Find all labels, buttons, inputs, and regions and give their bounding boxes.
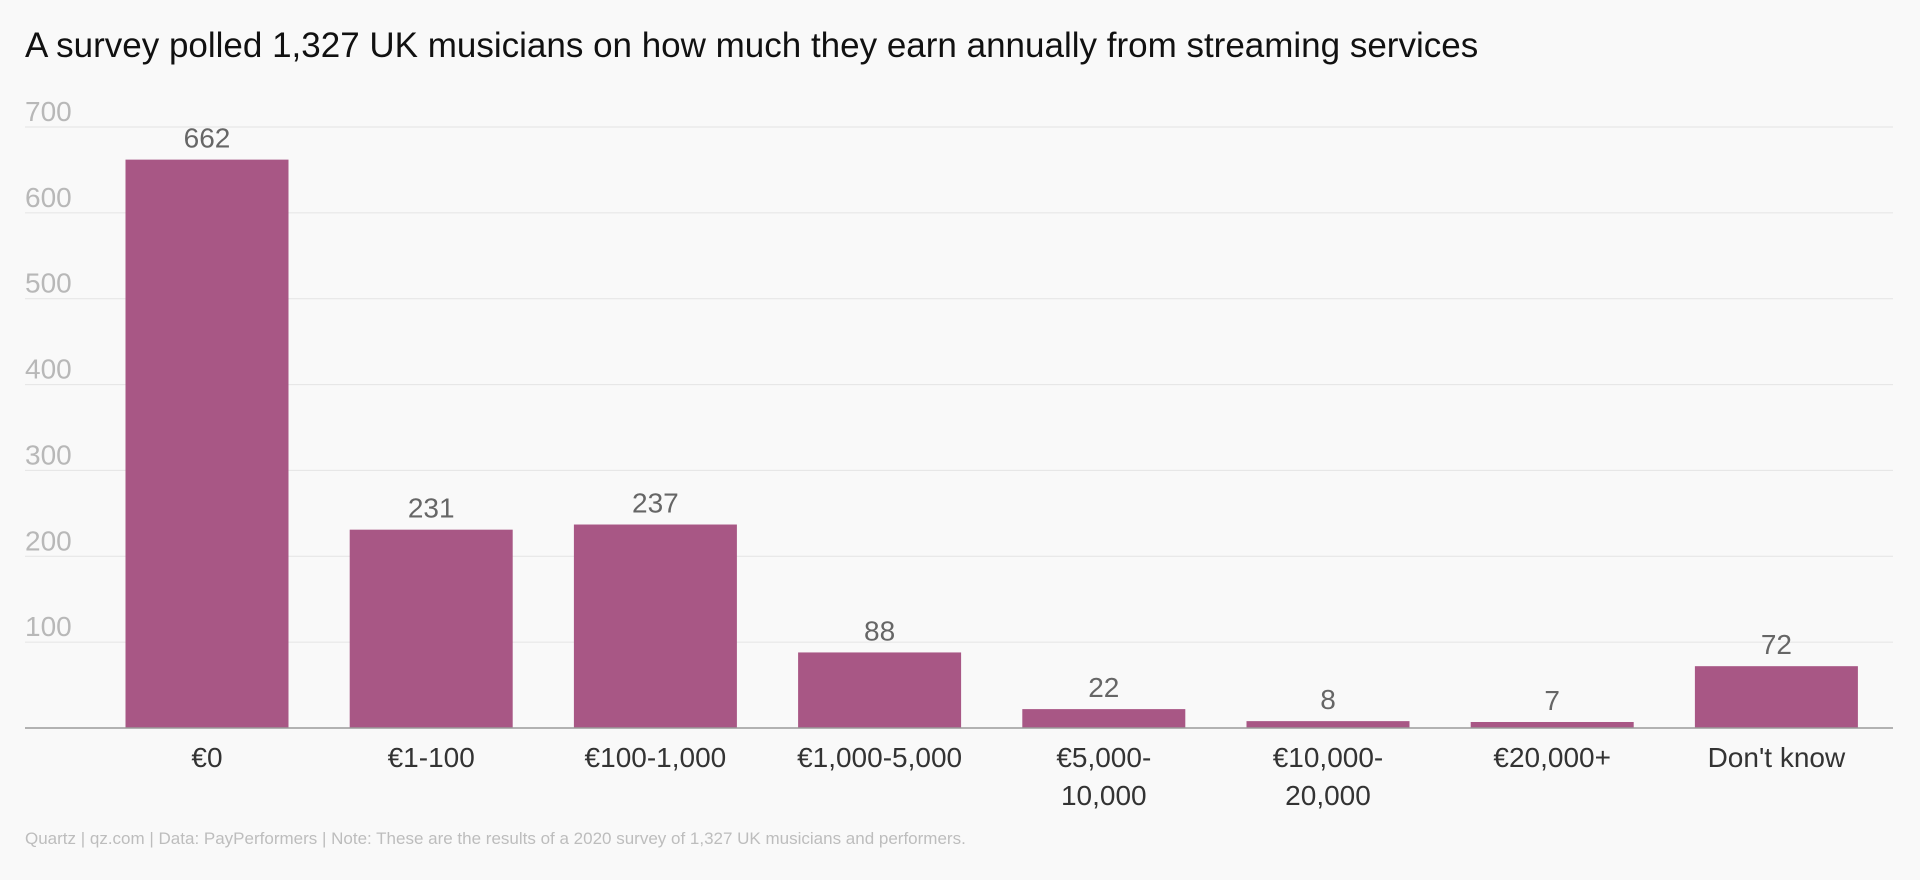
y-tick-label: 400: [25, 354, 72, 385]
x-tick-label: Don't know: [1708, 742, 1846, 773]
x-tick-label: €10,000-20,000: [1273, 742, 1384, 811]
data-label: 8: [1320, 684, 1336, 715]
bar: [798, 652, 962, 728]
x-tick-label: €0: [191, 742, 222, 773]
bar: [1022, 709, 1186, 728]
x-tick-label: €5,000-10,000: [1056, 742, 1151, 811]
bar: [1246, 721, 1410, 728]
y-tick-label: 300: [25, 439, 72, 470]
x-tick-label: €1,000-5,000: [797, 742, 962, 773]
bar: [125, 159, 289, 728]
data-label: 662: [184, 123, 231, 154]
bar: [1470, 721, 1634, 728]
x-tick-label: €1-100: [388, 742, 475, 773]
data-label: 22: [1088, 672, 1119, 703]
data-label: 237: [632, 488, 679, 519]
y-tick-label: 500: [25, 268, 72, 299]
x-tick-label: €100-1,000: [585, 742, 727, 773]
chart-title: A survey polled 1,327 UK musicians on ho…: [25, 26, 1479, 65]
data-label: 88: [864, 615, 895, 646]
data-label: 7: [1544, 685, 1560, 716]
chart-footer: Quartz | qz.com | Data: PayPerformers | …: [25, 829, 966, 848]
data-label: 72: [1761, 629, 1792, 660]
bar: [1694, 666, 1858, 728]
bar: [573, 524, 737, 728]
y-tick-label: 600: [25, 182, 72, 213]
y-tick-label: 200: [25, 525, 72, 556]
data-label: 231: [408, 493, 455, 524]
bar: [349, 529, 513, 728]
x-tick-label: €20,000+: [1493, 742, 1611, 773]
y-tick-label: 100: [25, 611, 72, 642]
y-tick-label: 700: [25, 96, 72, 127]
